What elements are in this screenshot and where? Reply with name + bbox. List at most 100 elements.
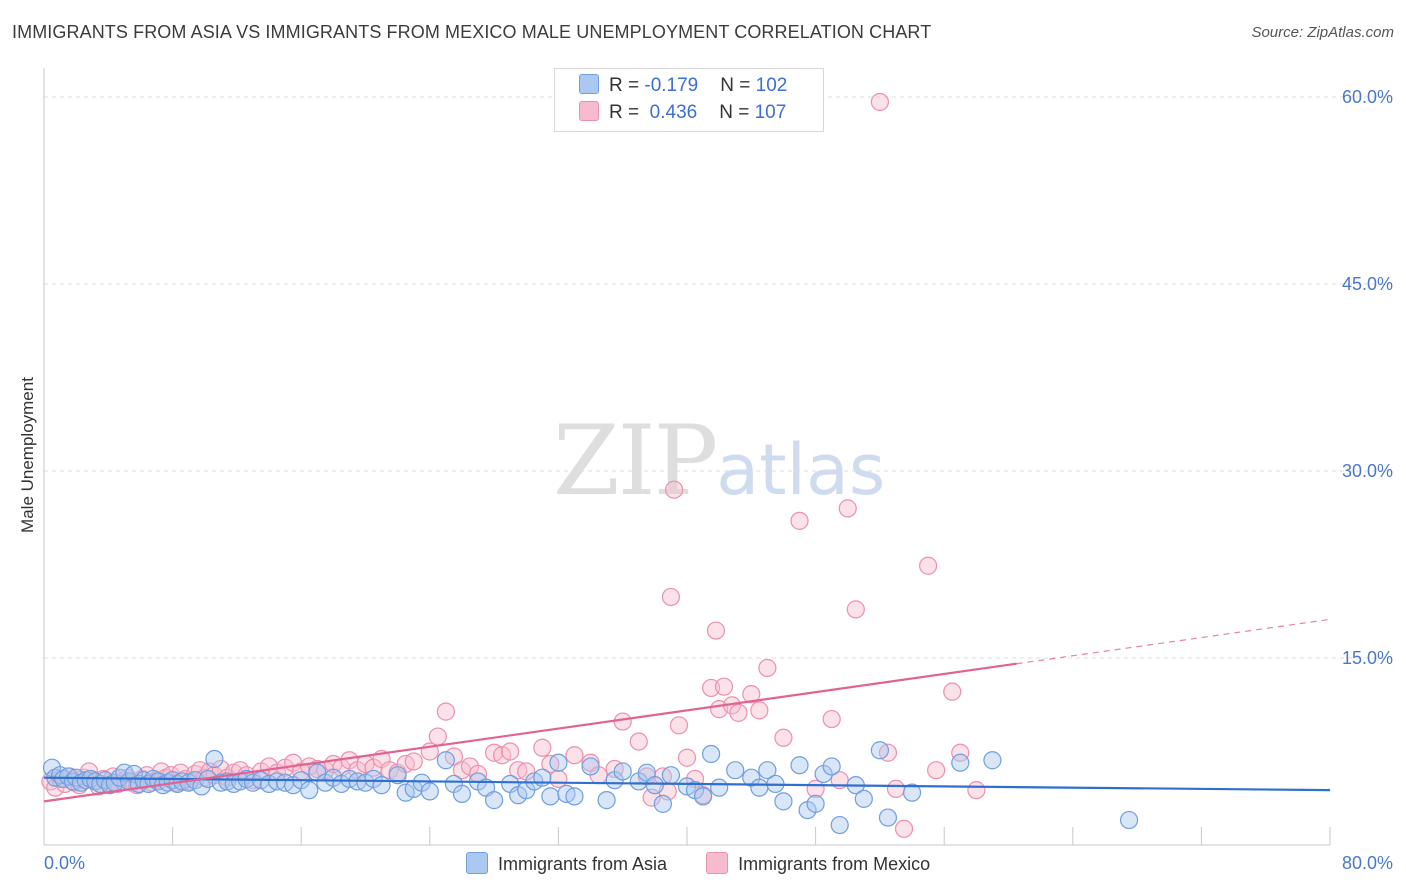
data-point-asia	[549, 753, 568, 772]
data-point-asia	[653, 794, 672, 813]
x-tick-label: 80.0%	[1342, 853, 1393, 873]
legend-mexico-n-label: N =	[719, 102, 755, 123]
trend-line-asia	[43, 776, 1331, 792]
data-point-asia	[388, 766, 407, 785]
data-point-asia	[581, 757, 600, 776]
data-point-asia	[420, 782, 439, 801]
data-point-asia	[854, 789, 873, 808]
legend-label-asia: Immigrants from Asia	[498, 854, 668, 874]
trend-line-mexico	[43, 662, 1017, 803]
trend-line-mexico-extension	[1016, 618, 1331, 665]
data-point-mexico	[702, 678, 721, 698]
data-point-asia	[710, 778, 729, 797]
data-point-mexico	[846, 600, 865, 619]
data-point-asia	[1119, 810, 1139, 830]
data-point-asia	[661, 766, 681, 785]
source-label: Source: ZipAtlas.com	[1251, 24, 1394, 41]
legend-row-asia: R = -0.179 N = 102	[579, 74, 787, 100]
legend-mexico-n-value: 107	[754, 102, 787, 123]
data-point-mexico	[919, 556, 938, 575]
data-point-mexico	[565, 746, 584, 765]
data-point-mexico	[729, 703, 748, 722]
legend-label-mexico: Immigrants from Mexico	[738, 854, 931, 874]
data-point-asia	[452, 784, 472, 803]
data-point-asia	[702, 744, 721, 764]
data-point-mexico	[669, 716, 689, 735]
legend-swatch-asia	[579, 74, 599, 94]
data-point-mexico	[436, 702, 455, 721]
data-point-mexico	[838, 499, 857, 518]
y-tick-label: 60.0%	[1342, 87, 1393, 107]
data-point-asia	[300, 781, 319, 800]
data-point-asia	[870, 741, 890, 760]
data-point-asia	[983, 751, 1002, 770]
data-point-mexico	[742, 685, 761, 704]
data-point-mexico	[927, 761, 946, 780]
axes	[43, 68, 1331, 846]
data-point-mexico	[706, 621, 726, 640]
data-point-asia	[822, 757, 841, 776]
data-point-mexico	[613, 712, 632, 731]
data-point-mexico	[714, 677, 734, 696]
data-point-asia	[597, 791, 616, 810]
data-point-asia	[485, 791, 504, 810]
legend-asia-n-label: N =	[720, 75, 756, 96]
series-legend: Immigrants from Asia Immigrants from Mex…	[466, 852, 964, 875]
y-tick-label: 15.0%	[1342, 648, 1393, 668]
legend-item-mexico[interactable]: Immigrants from Mexico	[706, 852, 930, 875]
data-point-mexico	[677, 748, 697, 767]
series-mexico	[41, 92, 986, 838]
data-point-mexico	[967, 781, 986, 800]
data-point-mexico	[870, 92, 890, 112]
legend-swatch-asia-bottom	[466, 852, 488, 874]
data-point-asia	[750, 778, 769, 797]
data-point-mexico	[533, 738, 552, 757]
data-point-asia	[436, 751, 455, 770]
data-point-mexico	[501, 742, 520, 761]
tick-labels: 15.0% 30.0% 45.0% 60.0% 0.0% 80.0%	[44, 87, 1393, 873]
data-point-asia	[902, 783, 922, 802]
data-point-asia	[645, 776, 664, 795]
data-point-asia	[100, 776, 120, 795]
data-point-asia	[878, 808, 898, 827]
data-point-mexico	[774, 728, 793, 747]
data-point-asia	[541, 787, 560, 806]
data-point-mexico	[549, 769, 568, 789]
data-point-mexico	[665, 480, 684, 499]
legend-mexico-r-label: R =	[609, 102, 645, 123]
legend-item-asia[interactable]: Immigrants from Asia	[466, 852, 667, 875]
data-point-asia	[951, 753, 970, 772]
legend-asia-r-value: -0.179	[644, 75, 699, 96]
trend-lines	[43, 618, 1331, 803]
data-point-asia	[192, 777, 211, 796]
data-point-asia	[693, 787, 713, 806]
data-point-asia	[726, 761, 745, 780]
data-point-asia	[830, 815, 849, 835]
data-point-mexico	[894, 819, 914, 838]
data-point-mexico	[822, 709, 841, 729]
data-point-mexico	[428, 727, 447, 746]
chart-title: IMMIGRANTS FROM ASIA VS IMMIGRANTS FROM …	[12, 22, 932, 42]
data-point-asia	[774, 792, 793, 811]
data-point-mexico	[790, 511, 809, 530]
data-point-asia	[613, 762, 632, 781]
correlation-legend: R = -0.179 N = 102 R = 0.436 N = 107	[554, 68, 824, 132]
data-point-mexico	[951, 743, 970, 762]
data-point-mexico	[629, 732, 648, 751]
legend-mexico-r-value: 0.436	[644, 102, 698, 123]
data-point-mexico	[943, 682, 962, 701]
data-point-asia	[115, 763, 134, 782]
gridlines	[44, 96, 1392, 659]
data-point-asia	[758, 761, 777, 780]
legend-asia-r-label: R =	[609, 75, 645, 96]
y-tick-label: 45.0%	[1342, 274, 1393, 294]
data-point-mexico	[404, 752, 423, 771]
data-point-mexico	[758, 658, 777, 678]
data-point-asia	[205, 749, 224, 769]
legend-swatch-mexico	[579, 101, 599, 121]
data-point-asia	[790, 756, 809, 775]
data-point-asia	[372, 776, 391, 795]
data-point-mexico	[886, 779, 906, 799]
legend-row-mexico: R = 0.436 N = 107	[579, 101, 786, 127]
